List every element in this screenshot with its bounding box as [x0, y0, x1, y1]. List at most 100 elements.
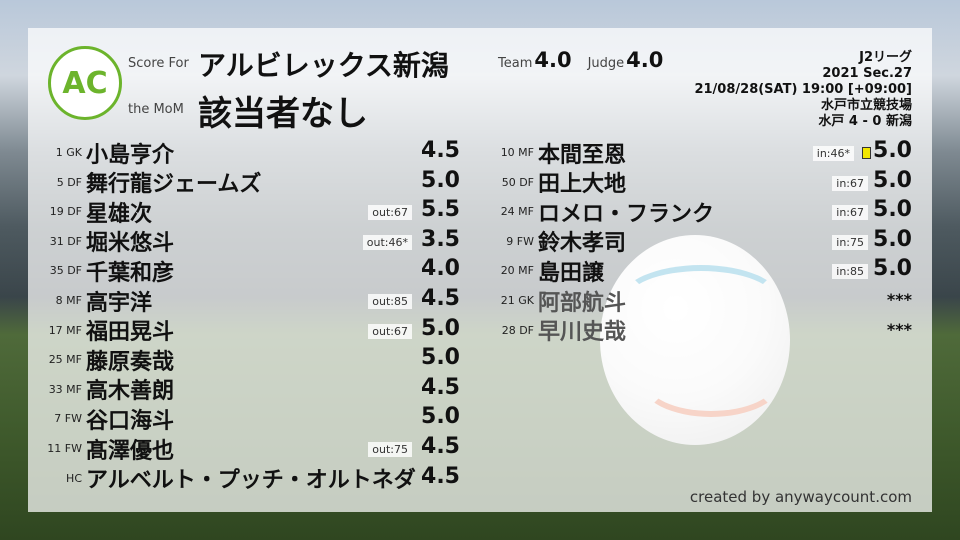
- player-rating: 5.0: [873, 197, 912, 223]
- player-number-position: 33 MF: [48, 382, 82, 396]
- datetime: 21/08/28(SAT) 19:00 [+09:00]: [694, 82, 912, 97]
- player-name: ロメロ・フランク: [538, 201, 715, 227]
- substitution-badge: out:75: [368, 442, 412, 457]
- player-rating: 5.0: [421, 345, 460, 371]
- player-name: 阿部航斗: [538, 290, 627, 316]
- player-name: 小島亨介: [86, 142, 175, 168]
- venue: 水戸市立競技場: [820, 98, 912, 113]
- player-row: 19 DF 星雄次: [40, 197, 153, 227]
- player-number-position: 8 MF: [55, 294, 82, 307]
- player-number-position: 10 MF: [500, 146, 534, 159]
- yellow-card-icon: [862, 147, 871, 159]
- player-name: 鈴木孝司: [538, 231, 627, 257]
- substitution-badge: in:46*: [812, 146, 854, 161]
- team-score-value: 4.0: [534, 48, 572, 72]
- player-rating: 5.0: [421, 315, 460, 341]
- team-name: アルビレックス新潟: [198, 49, 449, 82]
- player-rating: 5.0: [421, 404, 460, 430]
- match-info: J2リーグ 2021 Sec.27 21/08/28(SAT) 19:00 [+…: [694, 50, 912, 130]
- player-number-position: 28 DF: [501, 323, 534, 337]
- player-name: 高宇洋: [86, 290, 153, 316]
- player-number-position: 24 MF: [500, 205, 534, 219]
- player-row: 24 MF ロメロ・フランク: [490, 197, 715, 227]
- player-rating: 5.5: [421, 197, 460, 223]
- player-row: 10 MF 本間至恩: [490, 138, 627, 168]
- player-rating: 5.0: [873, 138, 912, 163]
- player-row: 31 DF 堀米悠斗: [40, 227, 174, 256]
- mom-value: 該当者なし: [198, 94, 368, 134]
- player-rating: 3.5: [421, 226, 460, 252]
- player-name: 星雄次: [86, 201, 153, 227]
- substitution-badge: out:85: [368, 294, 412, 309]
- player-name: 舞行龍ジェームズ: [86, 172, 262, 198]
- credit: created by anywaycount.com: [689, 488, 912, 506]
- judge-label: Judge: [587, 56, 625, 71]
- substitution-badge: out:67: [368, 205, 412, 221]
- player-rating: 5.0: [873, 167, 912, 193]
- player-rating: 5.0: [873, 226, 912, 252]
- player-name: 高木善朗: [86, 379, 175, 405]
- player-name: 谷口海斗: [86, 408, 175, 434]
- player-number-position: 20 MF: [500, 264, 534, 278]
- player-rating: 4.5: [421, 434, 460, 459]
- substitution-badge: in:75: [832, 234, 868, 250]
- section: 2021 Sec.27: [822, 66, 912, 81]
- player-number-position: 19 DF: [49, 205, 82, 219]
- player-row: 17 MF 福田晃斗: [40, 316, 174, 345]
- substitution-badge: in:67: [832, 175, 868, 191]
- player-rating: ***: [886, 290, 912, 309]
- player-number-position: 21 GK: [500, 294, 534, 307]
- player-row: 21 GK 阿部航斗: [490, 286, 627, 316]
- player-name: 福田晃斗: [86, 320, 175, 346]
- player-rating: 4.5: [421, 463, 460, 489]
- player-number-position: 7 FW: [54, 412, 82, 426]
- player-number-position: 5 DF: [56, 175, 82, 189]
- score-for-label: Score For: [128, 56, 189, 71]
- substitution-badge: out:46*: [362, 234, 412, 250]
- player-row: 5 DF 舞行龍ジェームズ: [40, 168, 262, 198]
- player-rating: 4.0: [421, 256, 460, 282]
- player-name: 早川史哉: [538, 320, 627, 346]
- result: 水戸 4 - 0 新潟: [818, 114, 912, 129]
- score-panel: [28, 28, 932, 512]
- mom-label: the MoM: [128, 102, 184, 117]
- player-row: 35 DF 千葉和彦: [40, 256, 175, 286]
- team-label: Team: [498, 56, 533, 71]
- player-number-position: HC: [66, 471, 82, 485]
- player-name: 千葉和彦: [86, 260, 175, 286]
- player-row: 25 MF 藤原奏哉: [40, 345, 175, 375]
- player-rating: 5.0: [873, 256, 912, 282]
- player-number-position: 35 DF: [49, 264, 82, 278]
- player-name: 島田譲: [538, 260, 605, 286]
- player-name: 本間至恩: [538, 142, 627, 168]
- player-number-position: 11 FW: [47, 442, 82, 455]
- player-row: 1 GK 小島亨介: [40, 138, 175, 168]
- player-row: 20 MF 島田譲: [490, 256, 605, 286]
- player-name: 藤原奏哉: [86, 349, 175, 375]
- player-row: 11 FW 髙澤優也: [40, 434, 175, 464]
- judge-score-value: 4.0: [626, 48, 664, 72]
- player-rating: 5.0: [421, 167, 460, 193]
- player-rating: ***: [886, 319, 912, 339]
- player-row: 33 MF 高木善朗: [40, 375, 174, 404]
- player-number-position: 17 MF: [48, 323, 82, 337]
- player-number-position: 50 DF: [501, 175, 534, 189]
- anyway-count-logo: AC: [48, 46, 122, 120]
- substitution-badge: in:67: [832, 205, 868, 221]
- substitution-badge: in:85: [832, 264, 868, 280]
- league: J2リーグ: [859, 50, 912, 65]
- player-row: 7 FW 谷口海斗: [40, 404, 175, 434]
- logo-text: AC: [62, 65, 108, 101]
- player-row: HC アルベルト・プッチ・オルトネダ: [40, 464, 416, 493]
- player-name: 髙澤優也: [86, 438, 175, 464]
- player-row: 8 MF 高宇洋: [40, 286, 153, 316]
- player-name: 堀米悠斗: [86, 231, 175, 257]
- player-name: アルベルト・プッチ・オルトネダ: [86, 468, 416, 494]
- player-row: 50 DF 田上大地: [490, 168, 626, 197]
- player-rating: 4.5: [421, 286, 460, 311]
- substitution-badge: out:67: [368, 323, 412, 339]
- team-score: Team 4.0 Judge 4.0: [498, 48, 663, 72]
- player-number-position: 9 FW: [506, 234, 534, 248]
- player-rating: 4.5: [421, 374, 460, 400]
- player-row: 9 FW 鈴木孝司: [490, 227, 626, 256]
